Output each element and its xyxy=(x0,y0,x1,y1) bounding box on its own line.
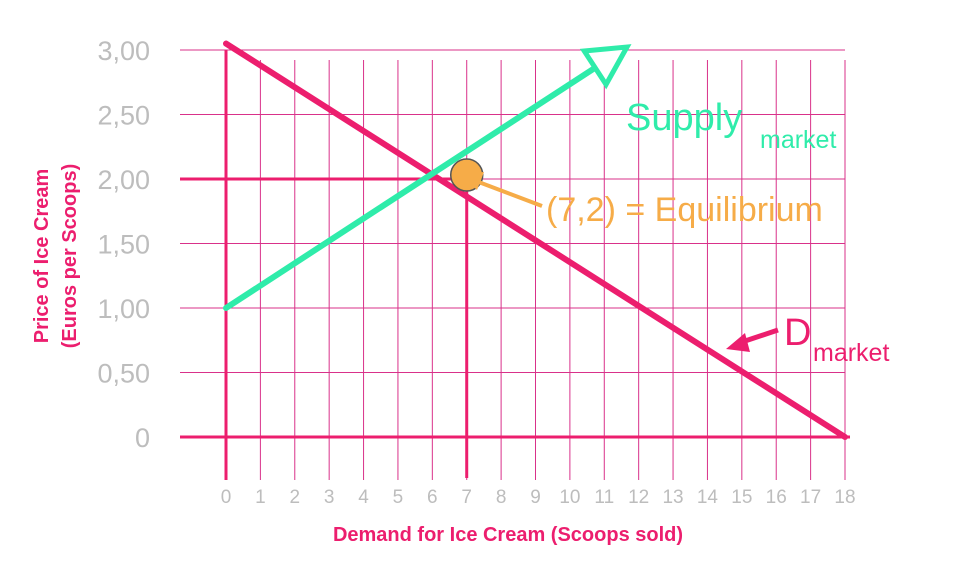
x-tick-label: 7 xyxy=(461,487,472,508)
equilibrium-pointer-head xyxy=(460,172,484,190)
y-tick-label: 2,50 xyxy=(97,101,150,131)
x-tick-label: 4 xyxy=(358,487,369,508)
x-tick-label: 6 xyxy=(427,487,438,508)
y-tick-label: 0,50 xyxy=(97,359,150,389)
y-tick-label: 0 xyxy=(135,423,150,453)
supply-arrow-head xyxy=(579,44,632,90)
x-tick-label: 1 xyxy=(255,487,266,508)
supply-label: Supply xyxy=(626,97,742,139)
x-tick-label: 5 xyxy=(393,487,404,508)
supply-line xyxy=(223,64,599,311)
demand-line xyxy=(223,40,848,440)
series xyxy=(180,40,848,478)
x-axis-title: Demand for Ice Cream (Scoops sold) xyxy=(333,524,683,546)
y-tick-labels: 0 0,50 1,00 1,50 2,00 2,50 3,00 xyxy=(97,36,150,453)
x-tick-label: 18 xyxy=(834,487,855,508)
demand-pointer-head xyxy=(726,333,750,352)
demand-label: D xyxy=(784,312,811,354)
supply-label-subscript: market xyxy=(760,126,836,154)
grid xyxy=(180,49,846,480)
x-tick-label: 15 xyxy=(731,487,752,508)
y-tick-label: 2,00 xyxy=(97,165,150,195)
x-tick-label: 13 xyxy=(662,487,683,508)
x-tick-label: 2 xyxy=(289,487,300,508)
x-tick-label: 9 xyxy=(530,487,541,508)
y-axis-title-line1: Price of Ice Cream xyxy=(31,169,53,344)
equilibrium-pointer-line xyxy=(475,179,543,208)
y-tick-label: 1,50 xyxy=(97,230,150,260)
demand-pointer-line xyxy=(741,327,779,345)
y-tick-label: 1,00 xyxy=(97,294,150,324)
axis-titles: Demand for Ice Cream (Scoops sold) Price… xyxy=(31,164,683,546)
x-tick-label: 12 xyxy=(628,487,649,508)
x-tick-label: 0 xyxy=(221,487,232,508)
axes xyxy=(180,50,850,480)
x-tick-labels: 0 1 2 3 4 5 6 7 8 9 10 11 12 13 14 15 16 17 18 xyxy=(221,487,856,508)
x-tick-label: 14 xyxy=(697,487,719,508)
x-tick-label: 10 xyxy=(559,487,580,508)
x-tick-label: 11 xyxy=(594,487,614,508)
x-tick-label: 16 xyxy=(766,487,787,508)
equilibrium-label: (7,2) = Equilibrium xyxy=(546,191,823,229)
y-axis-title-line2: (Euros per Scoops) xyxy=(59,164,81,348)
y-tick-label: 3,00 xyxy=(97,36,150,66)
x-tick-label: 17 xyxy=(800,487,821,508)
x-tick-label: 8 xyxy=(496,487,507,508)
demand-label-subscript: market xyxy=(813,339,889,367)
x-tick-label: 3 xyxy=(324,487,335,508)
